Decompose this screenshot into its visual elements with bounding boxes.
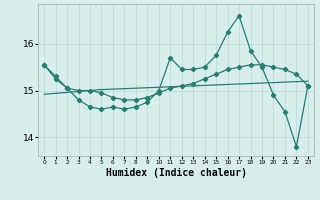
X-axis label: Humidex (Indice chaleur): Humidex (Indice chaleur) [106, 168, 246, 178]
